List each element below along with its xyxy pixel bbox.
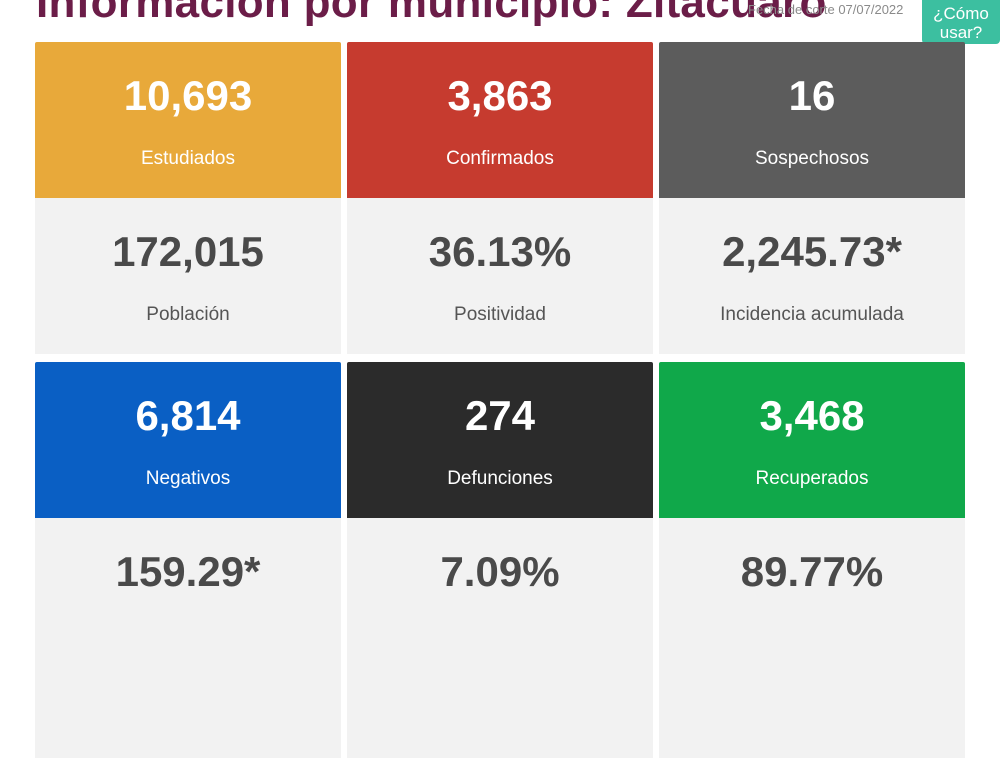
estudiados-header: 10,693 Estudiados xyxy=(35,42,341,198)
how-to-use-button[interactable]: ¿Cómo usar? xyxy=(922,0,1000,44)
positividad-value: 36.13% xyxy=(428,228,572,275)
card-confirmados: 3,863 Confirmados 36.13% Positividad xyxy=(347,42,653,354)
incidencia-label: Incidencia acumulada xyxy=(720,304,904,325)
estudiados-value: 10,693 xyxy=(123,72,253,119)
incidencia-value: 2,245.73* xyxy=(722,228,902,275)
recuperados-value: 3,468 xyxy=(759,392,865,439)
confirmados-label: Confirmados xyxy=(446,148,554,169)
sospechosos-header: 16 Sospechosos xyxy=(659,42,965,198)
negativos-header: 6,814 Negativos xyxy=(35,362,341,518)
card-recuperados: 3,468 Recuperados 89.77% xyxy=(659,362,965,758)
incidencia-panel: 2,245.73* Incidencia acumulada xyxy=(659,198,965,354)
card-negativos: 6,814 Negativos 159.29* xyxy=(35,362,341,758)
recuperados-rate-value: 89.77% xyxy=(740,548,884,595)
positividad-panel: 36.13% Positividad xyxy=(347,198,653,354)
page-title: Información por municipio: Zitácuaro xyxy=(36,0,827,27)
card-sospechosos: 16 Sospechosos 2,245.73* Incidencia acum… xyxy=(659,42,965,354)
recuperados-header: 3,468 Recuperados xyxy=(659,362,965,518)
sospechosos-label: Sospechosos xyxy=(754,148,870,169)
positividad-label: Positividad xyxy=(454,304,546,325)
confirmados-value: 3,863 xyxy=(447,72,553,119)
defunciones-label: Defunciones xyxy=(447,468,553,489)
poblacion-label: Población xyxy=(146,304,230,325)
poblacion-panel: 172,015 Población xyxy=(35,198,341,354)
card-defunciones: 274 Defunciones 7.09% xyxy=(347,362,653,758)
negativos-label: Negativos xyxy=(145,468,231,489)
cutoff-date: Fecha de corte 07/07/2022 xyxy=(748,2,904,17)
negativos-rate-panel: 159.29* xyxy=(35,518,341,758)
estudiados-label: Estudiados xyxy=(140,148,235,169)
confirmados-header: 3,863 Confirmados xyxy=(347,42,653,198)
recuperados-rate-panel: 89.77% xyxy=(659,518,965,758)
defunciones-value: 274 xyxy=(464,392,536,439)
negativos-value: 6,814 xyxy=(135,392,241,439)
poblacion-value: 172,015 xyxy=(112,228,264,275)
defunciones-rate-value: 7.09% xyxy=(440,548,560,595)
sospechosos-value: 16 xyxy=(788,72,836,119)
card-estudiados: 10,693 Estudiados 172,015 Población xyxy=(35,42,341,354)
negativos-rate-value: 159.29* xyxy=(115,548,261,595)
defunciones-header: 274 Defunciones xyxy=(347,362,653,518)
defunciones-rate-panel: 7.09% xyxy=(347,518,653,758)
recuperados-label: Recuperados xyxy=(755,468,869,489)
